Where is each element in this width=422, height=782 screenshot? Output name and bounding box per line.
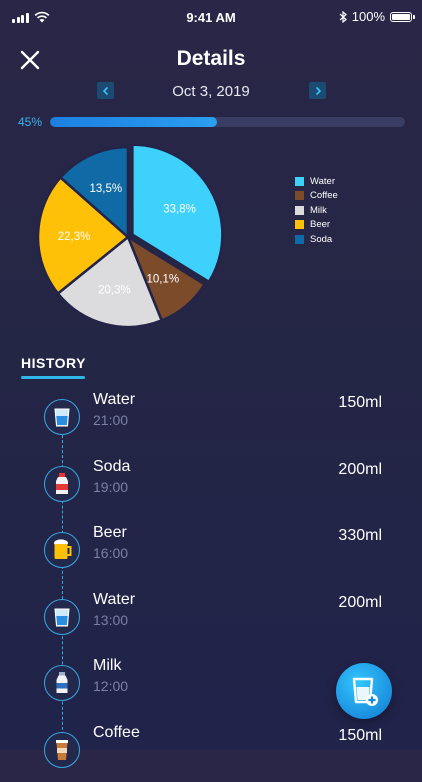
history-drink-time: 16:00 — [93, 545, 129, 561]
signal-wifi-group — [12, 11, 50, 23]
history-drink-name: Beer — [93, 524, 127, 541]
beer-mug-icon — [44, 532, 80, 568]
history-drink-amount: 200ml — [338, 593, 382, 611]
close-button[interactable] — [18, 48, 42, 72]
history-row[interactable]: Milk 12:00 — [0, 657, 422, 715]
history-drink-amount: 150ml — [338, 726, 382, 744]
legend-swatch — [295, 191, 304, 201]
timeline-line — [62, 435, 63, 755]
history-drink-name: Soda — [93, 457, 131, 475]
legend-label: Coffee — [310, 190, 338, 202]
daily-progress: 45% — [18, 114, 405, 130]
history-row[interactable]: Water 21:00 150ml — [0, 391, 422, 449]
pie-label-coffee: 10,1% — [147, 273, 180, 285]
status-right: 100% — [339, 9, 415, 24]
history-heading: HISTORY — [21, 355, 86, 371]
history-drink-amount: 330ml — [338, 527, 382, 544]
pie-slice-beer — [36, 175, 130, 296]
legend-item-soda: Soda — [295, 232, 338, 247]
progress-track — [50, 117, 405, 127]
previous-day-button[interactable] — [97, 82, 114, 99]
history-drink-name: Milk — [93, 657, 122, 674]
history-underline — [21, 376, 85, 379]
chevron-right-icon — [315, 86, 321, 95]
legend-swatch — [295, 234, 304, 244]
battery-percent: 100% — [351, 9, 385, 24]
pie-label-soda: 13,5% — [89, 183, 122, 195]
pie-slice-soda — [58, 145, 130, 240]
history-drink-time: 13:00 — [93, 611, 129, 628]
history-row[interactable]: Soda 19:00 200ml — [0, 458, 422, 516]
legend-item-coffee: Coffee — [295, 189, 338, 204]
milk-bottle-icon — [44, 665, 80, 701]
history-row[interactable]: Water 13:00 200ml — [0, 591, 422, 649]
progress-percent: 45% — [18, 115, 43, 129]
history-drink-time: 12:00 — [93, 678, 129, 694]
battery-icon — [390, 11, 415, 22]
wifi-icon — [34, 11, 49, 23]
status-bar: 9:41 AM 100% — [0, 0, 422, 34]
drink-pie-chart: 33,8% 10,1% 20,3% 22,3% 13,5% — [36, 143, 224, 329]
water-glass-icon — [44, 598, 80, 635]
history-row[interactable]: Beer 16:00 330ml — [0, 524, 422, 582]
legend-swatch — [295, 220, 304, 230]
chart-legend: Water Coffee Milk Beer Soda — [295, 174, 338, 247]
pie-label-beer: 22,3% — [58, 231, 91, 243]
next-day-button[interactable] — [309, 82, 326, 99]
signal-icon — [12, 13, 29, 23]
history-row[interactable]: Coffee 150ml — [0, 724, 422, 782]
soda-bottle-icon — [44, 465, 80, 502]
history-drink-name: Water — [93, 391, 136, 408]
bluetooth-icon — [339, 10, 347, 23]
legend-swatch — [295, 176, 304, 186]
progress-fill — [50, 117, 217, 127]
legend-label: Water — [310, 175, 335, 187]
history-drink-amount: 150ml — [338, 394, 382, 411]
pie-slice-water — [131, 143, 224, 284]
chevron-left-icon — [102, 86, 108, 95]
page-title: Details — [176, 47, 246, 70]
add-drink-button[interactable] — [336, 663, 392, 719]
history-drink-amount: 200ml — [338, 460, 382, 478]
history-drink-name: Water — [93, 590, 136, 608]
legend-label: Milk — [310, 204, 327, 216]
status-time: 9:41 AM — [186, 10, 236, 25]
pie-slice-milk — [56, 234, 164, 329]
legend-item-milk: Milk — [295, 203, 338, 218]
history-drink-time: 21:00 — [93, 412, 129, 428]
pie-label-water: 33,8% — [163, 203, 196, 215]
history-drink-name: Coffee — [93, 723, 140, 741]
water-glass-icon — [44, 399, 80, 435]
legend-swatch — [295, 205, 304, 215]
history-drink-time: 19:00 — [93, 478, 129, 495]
close-icon — [20, 50, 40, 70]
add-drink-icon — [352, 677, 378, 706]
legend-item-beer: Beer — [295, 218, 338, 233]
pie-label-milk: 20,3% — [98, 284, 131, 296]
current-date: Oct 3, 2019 — [172, 83, 250, 100]
legend-label: Soda — [310, 233, 333, 245]
legend-item-water: Water — [295, 174, 338, 189]
legend-label: Beer — [310, 219, 331, 231]
date-navigator: Oct 3, 2019 — [0, 82, 422, 102]
